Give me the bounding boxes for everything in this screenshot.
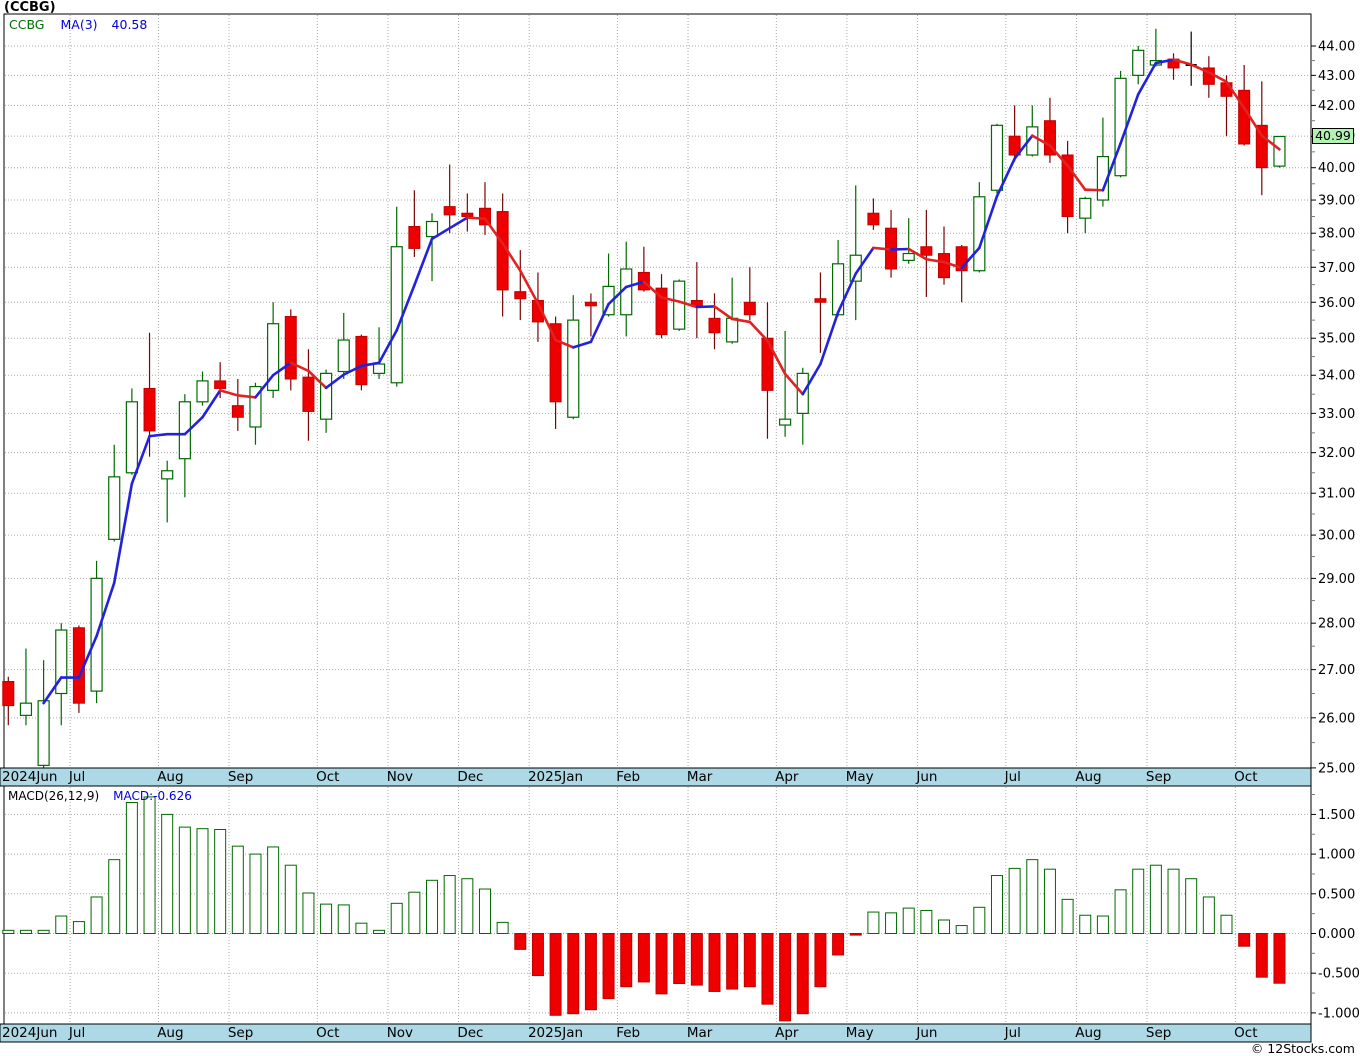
svg-text:Oct: Oct xyxy=(1234,1025,1257,1041)
svg-text:Aug: Aug xyxy=(1075,769,1101,785)
svg-text:Mar: Mar xyxy=(687,769,713,785)
svg-text:Nov: Nov xyxy=(387,1025,413,1041)
svg-text:Sep: Sep xyxy=(228,1025,253,1041)
svg-text:34.00: 34.00 xyxy=(1318,369,1355,384)
copyright-link[interactable]: © 12Stocks.com xyxy=(1250,1041,1355,1056)
macd-indicator-label: MACD(26,12,9) xyxy=(8,789,100,803)
svg-text:Jun: Jun xyxy=(915,1025,937,1041)
svg-text:Jul: Jul xyxy=(1004,1025,1021,1041)
svg-text:30.00: 30.00 xyxy=(1318,529,1355,544)
svg-text:44.00: 44.00 xyxy=(1318,40,1355,55)
svg-text:31.00: 31.00 xyxy=(1318,487,1355,502)
svg-text:Feb: Feb xyxy=(616,1025,640,1041)
svg-text:Apr: Apr xyxy=(775,1025,799,1041)
svg-text:32.00: 32.00 xyxy=(1318,446,1355,461)
svg-text:35.00: 35.00 xyxy=(1318,332,1355,347)
svg-text:Jul: Jul xyxy=(68,769,85,785)
svg-text:39.00: 39.00 xyxy=(1318,194,1355,209)
svg-text:Aug: Aug xyxy=(157,769,183,785)
ma-value: 40.58 xyxy=(111,17,148,32)
ticker-symbol-label: CCBG xyxy=(9,17,45,32)
svg-text:1.500: 1.500 xyxy=(1318,808,1355,823)
svg-text:38.00: 38.00 xyxy=(1318,227,1355,242)
svg-text:36.00: 36.00 xyxy=(1318,296,1355,311)
svg-text:Dec: Dec xyxy=(457,1025,483,1041)
svg-text:2024Jun: 2024Jun xyxy=(2,769,57,785)
svg-text:33.00: 33.00 xyxy=(1318,407,1355,422)
svg-text:1.000: 1.000 xyxy=(1318,848,1355,863)
svg-text:42.00: 42.00 xyxy=(1318,99,1355,114)
svg-text:Sep: Sep xyxy=(228,769,253,785)
macd-value: MACD:-0.626 xyxy=(113,789,192,803)
svg-text:Feb: Feb xyxy=(616,769,640,785)
svg-text:Dec: Dec xyxy=(457,769,483,785)
svg-text:37.00: 37.00 xyxy=(1318,261,1355,276)
svg-text:Jul: Jul xyxy=(68,1025,85,1041)
svg-text:Apr: Apr xyxy=(775,769,799,785)
svg-text:Sep: Sep xyxy=(1146,769,1171,785)
svg-text:27.00: 27.00 xyxy=(1318,663,1355,678)
svg-text:2025Jan: 2025Jan xyxy=(528,1025,583,1041)
svg-text:Mar: Mar xyxy=(687,1025,713,1041)
svg-text:-1.000: -1.000 xyxy=(1318,1006,1360,1021)
svg-text:Oct: Oct xyxy=(316,769,339,785)
svg-text:0.500: 0.500 xyxy=(1318,887,1355,902)
svg-text:Aug: Aug xyxy=(1075,1025,1101,1041)
svg-text:Jul: Jul xyxy=(1004,769,1021,785)
page-title: (CCBG) xyxy=(4,0,56,15)
svg-text:29.00: 29.00 xyxy=(1318,572,1355,587)
svg-text:Oct: Oct xyxy=(316,1025,339,1041)
svg-text:Oct: Oct xyxy=(1234,769,1257,785)
svg-text:26.00: 26.00 xyxy=(1318,711,1355,726)
svg-text:May: May xyxy=(846,769,874,785)
svg-text:40.00: 40.00 xyxy=(1318,161,1355,176)
svg-text:Aug: Aug xyxy=(157,1025,183,1041)
svg-text:Sep: Sep xyxy=(1146,1025,1171,1041)
last-price-badge: 40.99 xyxy=(1312,128,1354,144)
ma-indicator-label: MA(3) xyxy=(60,17,98,32)
svg-text:2025Jan: 2025Jan xyxy=(528,769,583,785)
svg-text:0.000: 0.000 xyxy=(1318,927,1355,942)
svg-text:43.00: 43.00 xyxy=(1318,69,1355,84)
main-chart-legend: CCBG MA(3) 40.58 xyxy=(9,17,147,32)
svg-text:2024Jun: 2024Jun xyxy=(2,1025,57,1041)
svg-text:Nov: Nov xyxy=(387,769,413,785)
svg-text:-0.500: -0.500 xyxy=(1318,967,1360,982)
svg-text:Jun: Jun xyxy=(915,769,937,785)
svg-text:May: May xyxy=(846,1025,874,1041)
svg-text:28.00: 28.00 xyxy=(1318,617,1355,632)
svg-text:25.00: 25.00 xyxy=(1318,761,1355,776)
macd-legend: MACD(26,12,9) MACD:-0.626 xyxy=(8,789,192,803)
